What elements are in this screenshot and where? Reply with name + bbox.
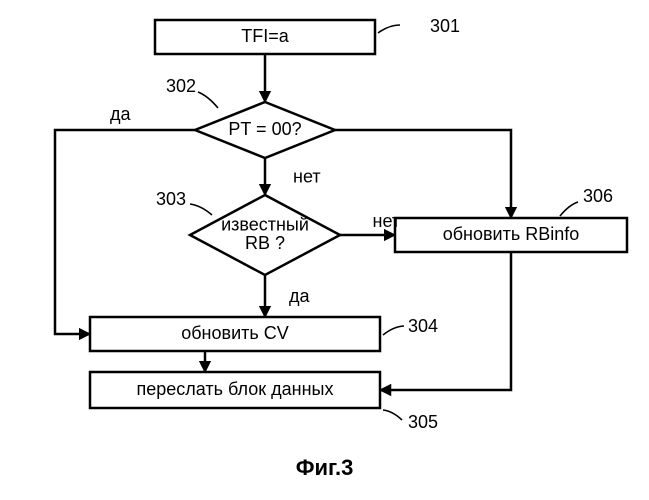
ref-n301: 301 — [430, 16, 460, 36]
ref-n302: 302 — [166, 76, 196, 96]
ref-tick-n306 — [560, 202, 578, 216]
figure-caption: Фиг.3 — [296, 455, 354, 480]
node-n301-label: TFI=a — [241, 26, 290, 46]
ref-n305: 305 — [408, 412, 438, 432]
label-303-no: нет — [373, 211, 401, 231]
ref-n304: 304 — [408, 316, 438, 336]
node-n304-label: обновить CV — [181, 323, 289, 343]
node-n303-label: RB ? — [245, 233, 285, 253]
node-n302-label: PT = 00? — [228, 119, 301, 139]
ref-tick-n303 — [190, 204, 212, 215]
edge-306-305 — [380, 252, 511, 390]
node-n303-label: известный — [221, 214, 309, 234]
ref-tick-n304 — [383, 326, 404, 335]
ref-tick-n305 — [383, 410, 402, 420]
edge-302-306 — [335, 130, 511, 218]
label-302-no: нет — [293, 167, 321, 187]
node-n305-label: переслать блок данных — [137, 379, 334, 399]
ref-n303: 303 — [156, 189, 186, 209]
ref-tick-n302 — [198, 92, 218, 108]
ref-tick-n301 — [378, 25, 400, 33]
edge-302-304 — [55, 130, 195, 334]
label-303-yes: да — [289, 286, 311, 306]
label-302-yes: да — [110, 104, 132, 124]
ref-n306: 306 — [583, 186, 613, 206]
node-n306-label: обновить RBinfo — [443, 224, 580, 244]
